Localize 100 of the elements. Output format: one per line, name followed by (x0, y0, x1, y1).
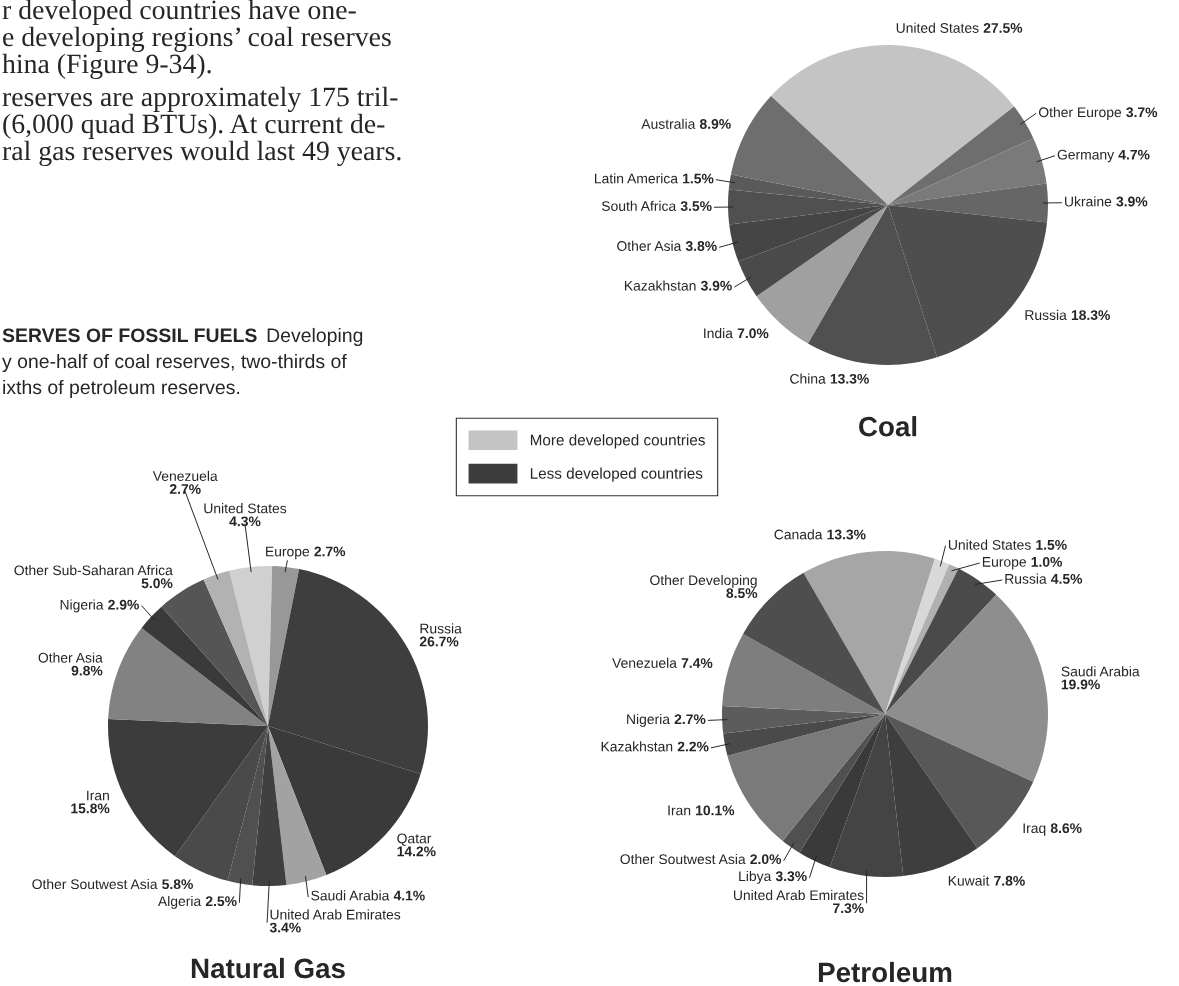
slice-label: United States (896, 22, 979, 33)
data-label: 10.1% (696, 805, 735, 816)
pie-slice (203, 570, 268, 726)
pie-slice (108, 627, 268, 726)
data-label: 5.8% (162, 879, 193, 890)
slice-label: Latin America (595, 173, 679, 184)
data-label: 4.5% (1051, 574, 1083, 584)
pie-slice (268, 726, 327, 885)
slice-label: Russia (420, 623, 462, 634)
text: ixths of petroleum reserves. (3, 379, 240, 399)
data-label: 7.8% (994, 875, 1025, 886)
data-label: 8.6% (1050, 823, 1082, 834)
data-label: 2.2% (677, 741, 709, 752)
slice-label: Europe (982, 557, 1026, 570)
data-label: 4.1% (393, 890, 425, 901)
slice-label: Other Europe (1038, 106, 1122, 120)
data-label: 7.3% (833, 903, 864, 914)
text: reserves are approximately 175 tril- (2, 86, 398, 112)
legend-label: More developed countries (530, 434, 705, 449)
slice-label: United Arab Emirates (733, 889, 864, 901)
legend-label: Less developed countries (530, 467, 703, 482)
data-label: 26.7% (419, 636, 459, 647)
data-label: 2.7% (169, 484, 201, 494)
data-label: 5.0% (141, 578, 173, 589)
data-label: 19.9% (1061, 679, 1100, 690)
data-label: 8.9% (699, 119, 731, 129)
data-label: 7.4% (681, 658, 713, 668)
slice-label: Other Asia (38, 652, 103, 663)
text: Natural Gas (191, 957, 345, 979)
data-label: 1.5% (1036, 540, 1067, 550)
slice-label: Ukraine (1065, 196, 1112, 207)
slice-label: Other Soutwest Asia (620, 853, 746, 865)
data-label: 18.3% (1071, 310, 1110, 321)
text: e developing regions’ coal reserves (3, 26, 391, 52)
data-label: 2.5% (205, 896, 237, 907)
slice-label: Canada (774, 529, 823, 540)
slice-label: South Africa (601, 200, 677, 211)
text: Petroleum (818, 961, 952, 983)
pie-slice (770, 45, 1015, 205)
pie-slice (268, 566, 300, 726)
text: Developing (267, 327, 363, 347)
data-label: 14.2% (397, 846, 436, 857)
slice-label: Europe (266, 546, 310, 560)
slice-label: Other Soutwest Asia (32, 878, 158, 890)
slice-label: Saudi Arabia (311, 890, 390, 901)
slice-label: Other Asia (617, 240, 682, 251)
data-label: 2.9% (108, 599, 139, 610)
data-label: 3.3% (775, 871, 807, 882)
slice-label: Saudi Arabia (1061, 666, 1140, 677)
data-label: 4.3% (229, 516, 261, 527)
data-label: 4.7% (1118, 149, 1150, 160)
slice-label: Algeria (157, 895, 202, 909)
pie-slice (885, 568, 997, 714)
pie-slice (229, 566, 273, 726)
pie-slice (730, 95, 888, 205)
slice-label: Other Developing (650, 574, 757, 588)
data-label: 13.3% (830, 373, 869, 384)
slice-label: Iran (668, 805, 691, 816)
slice-label: Kuwait (948, 875, 990, 886)
text: Coal (859, 416, 917, 437)
data-label: 3.7% (1126, 107, 1158, 118)
data-label: 3.4% (269, 922, 301, 933)
slice-label: Australia (641, 118, 696, 129)
data-label: 15.8% (71, 803, 110, 814)
slice-label: United States (204, 503, 287, 514)
slice-label: Qatar (397, 833, 432, 846)
slice-label: China (790, 373, 826, 384)
slice-label: Germany (1057, 149, 1115, 163)
data-label: 9.8% (71, 665, 103, 676)
data-label: 8.5% (726, 588, 758, 599)
data-label: 1.5% (683, 173, 714, 184)
text: (6,000 quad BTUs). At current de- (3, 113, 385, 139)
slice-label: Kazakhstan (624, 280, 696, 291)
slice-label: Libya (739, 870, 772, 884)
slice-label: Venezuela (612, 657, 677, 668)
slice-label: Russia (1025, 309, 1067, 321)
data-label: 3.9% (1116, 196, 1148, 207)
slice-label: Nigeria (60, 599, 104, 613)
data-label: 13.3% (827, 529, 866, 540)
text: y one-half of coal reserves, two-thirds of (2, 353, 347, 373)
text: SERVES OF FOSSIL FUELS (2, 328, 257, 343)
slice-label: Nigeria (627, 713, 670, 727)
pie-slice (885, 594, 1048, 782)
slice-label: Venezuela (152, 470, 218, 482)
text: r developed countries have one- (2, 0, 356, 25)
slice-label: Iran (87, 790, 109, 801)
data-label: 2.0% (750, 854, 782, 865)
slice-label: Kazakhstan (601, 741, 673, 752)
data-label: 27.5% (983, 23, 1023, 33)
data-label: 3.5% (680, 201, 712, 212)
slice-label: Russia (1005, 573, 1047, 584)
pie-slice (885, 558, 950, 714)
slice-label: United Arab Emirates (270, 909, 401, 920)
data-label: 2.7% (314, 546, 346, 557)
slice-label: United States (948, 539, 1031, 550)
slice-label: India (704, 328, 733, 339)
slice-label: Iraq (1023, 823, 1046, 836)
data-label: 7.0% (737, 328, 769, 339)
data-label: 3.8% (685, 241, 717, 251)
text: ral gas reserves would last 49 years. (2, 140, 401, 166)
